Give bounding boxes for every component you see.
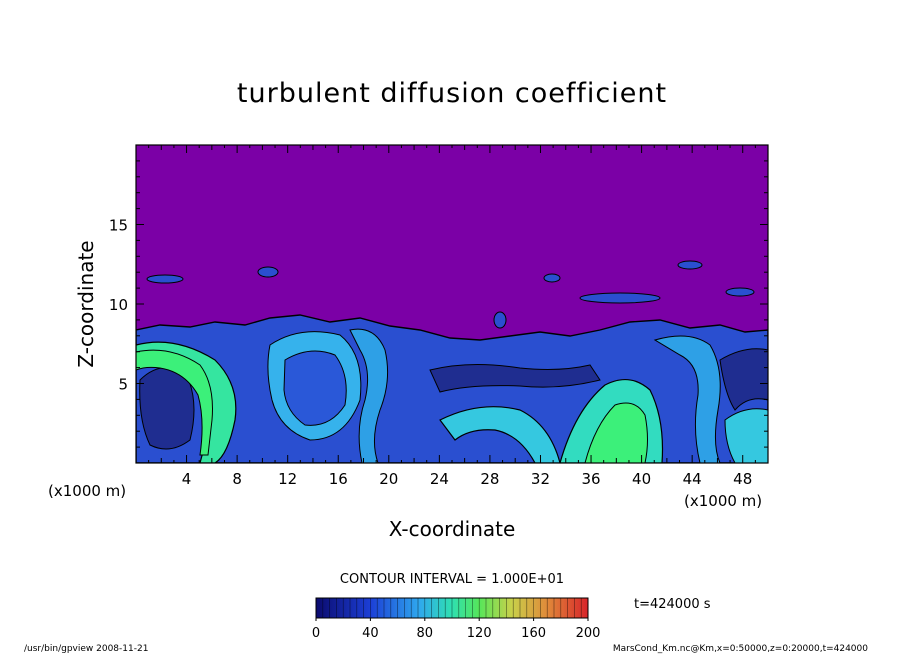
y-tick-label: 5 (118, 376, 128, 394)
colorbar-tick-label: 40 (362, 626, 379, 641)
field-patch (677, 260, 703, 270)
colorbar-tick-label: 120 (467, 626, 492, 641)
x-tick-label: 20 (379, 470, 398, 488)
field-region (724, 408, 768, 463)
field-patch (257, 266, 279, 278)
y-tick-label: 10 (109, 296, 128, 314)
field-region (719, 348, 768, 411)
x-axis-label: X-coordinate (389, 517, 516, 541)
contour-interval: CONTOUR INTERVAL = 1.000E+01 (340, 572, 564, 587)
footer-right: MarsCond_Km.nc@Km,x=0:50000,z=0:20000,t=… (613, 644, 868, 654)
x-unit-left: (x1000 m) (48, 482, 126, 500)
field-region (429, 363, 601, 393)
field-region (653, 335, 721, 463)
x-tick-label: 12 (278, 470, 297, 488)
field-patch (725, 287, 755, 297)
colorbar-tick-label: 0 (312, 626, 320, 641)
time-label: t=424000 s (634, 597, 711, 612)
field-region (283, 350, 347, 426)
field-region (349, 328, 389, 463)
x-tick-label: 48 (733, 470, 752, 488)
x-tick-label: 40 (632, 470, 651, 488)
x-tick-label: 36 (581, 470, 600, 488)
field-patch (543, 273, 561, 283)
x-tick-label: 4 (182, 470, 192, 488)
x-unit-right: (x1000 m) (684, 492, 762, 510)
field-patch (146, 274, 184, 284)
x-tick-label: 16 (329, 470, 348, 488)
field-region (136, 349, 213, 456)
x-tick-label: 28 (480, 470, 499, 488)
colorbar-stripes (322, 598, 582, 618)
y-tick-label: 15 (109, 217, 128, 235)
x-axis: 4 8 12 16 20 24 28 32 36 40 44 48 (135, 145, 769, 488)
x-tick-label: 24 (430, 470, 449, 488)
plot-area (136, 145, 768, 463)
x-tick-label: 32 (531, 470, 550, 488)
chart-title: turbulent diffusion coefficient (237, 78, 667, 109)
field-patch (493, 311, 507, 329)
x-tick-label: 8 (232, 470, 242, 488)
footer-left: /usr/bin/gpview 2008-11-21 (24, 644, 148, 654)
colorbar-tick-label: 80 (417, 626, 434, 641)
y-axis: 5 10 15 (109, 144, 768, 464)
field-region (584, 402, 648, 463)
colorbar-tick-label: 160 (521, 626, 546, 641)
colorbar-ticks: 0 40 80 120 160 200 (312, 618, 601, 641)
y-axis-label: Z-coordinate (74, 240, 98, 367)
colorbar-tick-label: 200 (576, 626, 601, 641)
x-tick-label: 44 (683, 470, 702, 488)
field-patch (579, 292, 661, 304)
